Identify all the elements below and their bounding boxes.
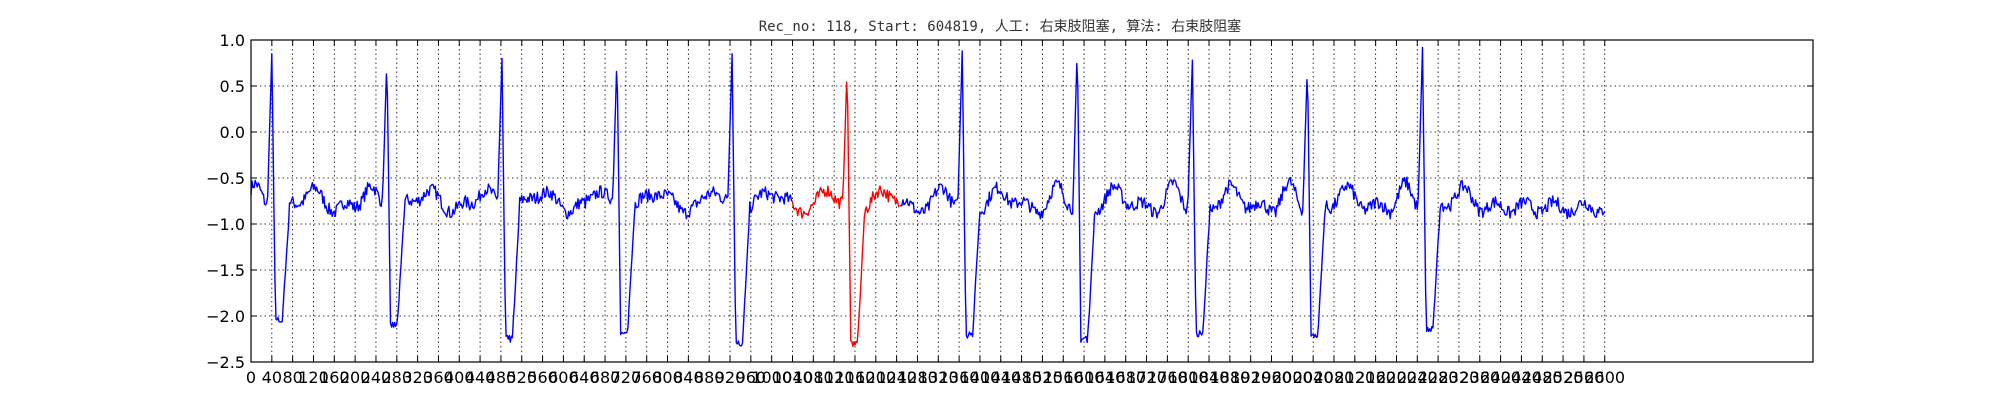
y-axis: 1.0 0.5 0.0 −0.5 −1.0 −1.5 −2.0 −2.5	[206, 31, 1813, 372]
x-tick-label: 1880	[1209, 368, 1250, 387]
x-tick-label: 2560	[1564, 368, 1605, 387]
x-tick-label: 1280	[897, 368, 938, 387]
x-tick-label: 2360	[1459, 368, 1500, 387]
x-tick-label: 1720	[1126, 368, 1167, 387]
y-tick-label: −1.0	[206, 215, 245, 234]
y-tick-label: 0.0	[220, 123, 245, 142]
x-tick-label: 680	[590, 368, 621, 387]
x-tick-label: 440	[465, 368, 496, 387]
x-tick-label: 920	[715, 368, 746, 387]
x-tick-label: 120	[298, 368, 329, 387]
chart-title: Rec_no: 118, Start: 604819, 人工: 右束肢阻塞, 算…	[759, 18, 1242, 35]
x-tick-label: 1160	[835, 368, 876, 387]
series-segment-1	[250, 53, 793, 347]
x-tick-label: 1600	[1064, 368, 1105, 387]
x-tick-label: 1320	[918, 368, 959, 387]
x-tick-label: 2440	[1501, 368, 1542, 387]
x-tick-label: 560	[527, 368, 558, 387]
x-tick-label: 2120	[1334, 368, 1375, 387]
x-tick-label: 1120	[814, 368, 855, 387]
signal-series	[250, 46, 1606, 348]
x-tick-label: 720	[611, 368, 642, 387]
x-tick-label: 160	[319, 368, 350, 387]
x-tick-label: 240	[361, 368, 392, 387]
x-tick-label: 80	[282, 368, 302, 387]
x-tick-label: 840	[673, 368, 704, 387]
x-tick-label: 1520	[1022, 368, 1063, 387]
x-tick-label: 2240	[1397, 368, 1438, 387]
x-tick-label: 1840	[1189, 368, 1230, 387]
x-tick-label: 2160	[1355, 368, 1396, 387]
x-tick-label: 1040	[772, 368, 813, 387]
x-tick-label: 280	[382, 368, 413, 387]
x-tick-label: 1560	[1043, 368, 1084, 387]
x-tick-label: 1360	[939, 368, 980, 387]
series-segment-3	[899, 46, 1606, 344]
x-tick-label: 2320	[1439, 368, 1480, 387]
x-tick-label: 1400	[960, 368, 1001, 387]
x-tick-label: 520	[506, 368, 537, 387]
x-tick-label: 1800	[1168, 368, 1209, 387]
x-tick-label: 2520	[1543, 368, 1584, 387]
x-tick-label: 480	[486, 368, 517, 387]
x-tick-label: 2040	[1293, 368, 1334, 387]
x-tick-label: 320	[402, 368, 433, 387]
y-tick-label: 0.5	[220, 77, 245, 96]
x-tick-label: 2280	[1418, 368, 1459, 387]
x-tick-label: 640	[569, 368, 600, 387]
y-tick-label: −1.5	[206, 261, 245, 280]
x-tick-label: 800	[652, 368, 683, 387]
y-tick-label: −2.0	[206, 307, 245, 326]
y-tick-label: −2.5	[206, 353, 245, 372]
y-tick-label: −0.5	[206, 169, 245, 188]
x-tick-label: 1240	[876, 368, 917, 387]
x-tick-label: 2480	[1522, 368, 1563, 387]
x-tick-label: 2200	[1376, 368, 1417, 387]
x-tick-label: 600	[548, 368, 579, 387]
x-tick-label: 1920	[1230, 368, 1271, 387]
y-tick-label: 1.0	[220, 31, 245, 50]
x-tick-label: 1680	[1105, 368, 1146, 387]
x-axis: 0 40 8012016020024028032036040044048052056…	[246, 40, 1625, 387]
x-tick-label: 40	[262, 368, 282, 387]
x-tick-label: 0	[246, 368, 256, 387]
x-tick-label: 2600	[1584, 368, 1625, 387]
x-tick-label: 2000	[1272, 368, 1313, 387]
x-tick-label: 1480	[1001, 368, 1042, 387]
x-tick-label: 880	[694, 368, 725, 387]
x-tick-label: 1080	[793, 368, 834, 387]
x-tick-label: 1760	[1147, 368, 1188, 387]
x-tick-label: 760	[631, 368, 662, 387]
x-tick-label: 960	[736, 368, 767, 387]
x-tick-label: 1200	[855, 368, 896, 387]
x-tick-label: 1000	[751, 368, 792, 387]
x-tick-label: 1440	[980, 368, 1021, 387]
x-tick-label: 2080	[1314, 368, 1355, 387]
plot-frame	[250, 39, 1814, 363]
x-tick-label: 400	[444, 368, 475, 387]
x-tick-label: 2400	[1480, 368, 1521, 387]
x-tick-label: 1960	[1251, 368, 1292, 387]
x-tick-label: 200	[340, 368, 371, 387]
series-segment-2	[791, 81, 900, 348]
x-tick-label: 1640	[1085, 368, 1126, 387]
x-tick-label: 360	[423, 368, 454, 387]
